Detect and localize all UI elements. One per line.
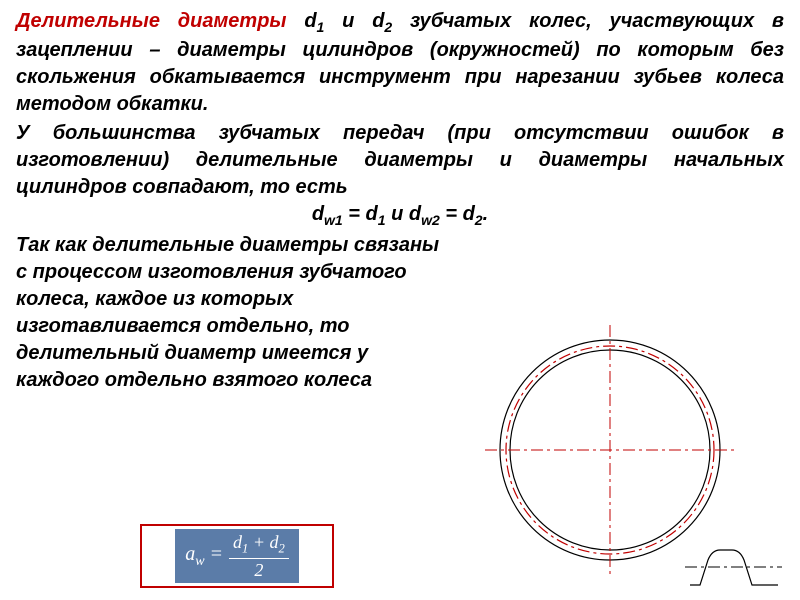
equation-line: dw1 = d1 и dw2 = d2. [16, 203, 784, 228]
gear-diagram [460, 320, 790, 600]
formula-box: aw = d1 + d2 2 [175, 529, 299, 582]
paragraph-definition: Делительные диаметры d1 и d2 зубчатых ко… [16, 8, 784, 118]
paragraph-note: У большинства зубчатых передач (при отсу… [16, 120, 784, 201]
term-lead: Делительные диаметры [16, 10, 286, 32]
formula-frame: aw = d1 + d2 2 [140, 524, 334, 588]
paragraph-explain: Так как делительные диаметры связаны с п… [16, 232, 446, 394]
